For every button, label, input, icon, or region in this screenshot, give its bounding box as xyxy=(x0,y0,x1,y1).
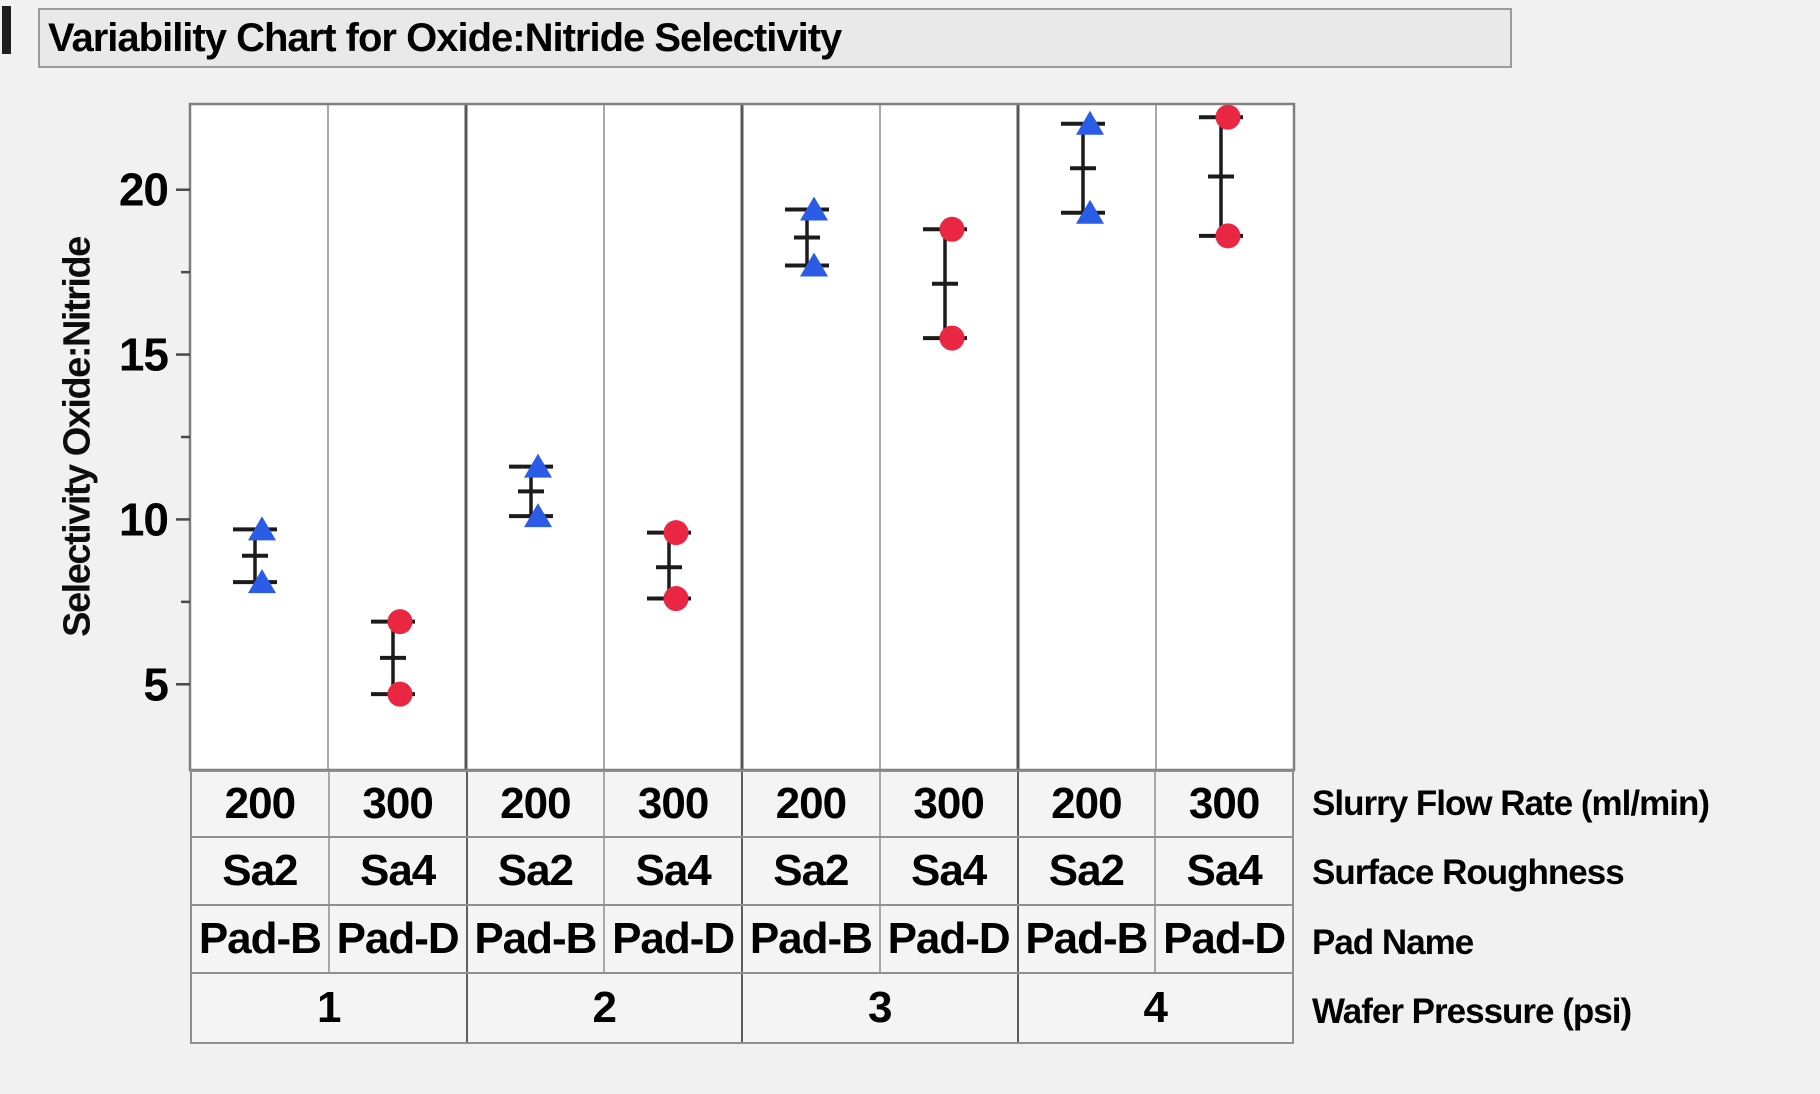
data-point-marker-triangle[interactable] xyxy=(248,516,276,541)
data-point-marker-circle[interactable] xyxy=(1215,104,1241,130)
data-point-marker-triangle[interactable] xyxy=(800,196,828,221)
factor-cell: Pad-D xyxy=(605,906,743,972)
factor-cell: Pad-B xyxy=(468,906,606,972)
data-point-marker-circle[interactable] xyxy=(663,520,689,546)
factor-table-row: Sa2 Sa4 Sa2 Sa4 Sa2 Sa4 Sa2 Sa4 xyxy=(192,838,1292,906)
y-tick-label: 15 xyxy=(119,329,169,381)
factor-cell: 200 xyxy=(192,772,330,836)
report-title-bar[interactable]: Variability Chart for Oxide:Nitride Sele… xyxy=(38,8,1512,68)
factor-cell: Pad-B xyxy=(743,906,881,972)
factor-cell: 300 xyxy=(330,772,468,836)
factor-row-label-wafer-pressure: Wafer Pressure (psi) xyxy=(1312,992,1632,1031)
data-point-marker-circle[interactable] xyxy=(387,681,413,707)
factor-cell: Sa4 xyxy=(1186,846,1262,895)
factor-cell: 300 xyxy=(881,772,1019,836)
factor-row-label-slurry-flow-rate: Slurry Flow Rate (ml/min) xyxy=(1312,784,1710,823)
factor-cell: 300 xyxy=(605,772,743,836)
factor-cell: Sa2 xyxy=(192,838,330,904)
factor-cell: 200 xyxy=(468,772,606,836)
factor-cell: 4 xyxy=(1143,983,1168,1032)
factor-cell: 1 xyxy=(192,974,468,1042)
factor-cell: Pad-D xyxy=(1163,914,1286,963)
left-edge-artifact xyxy=(2,6,11,54)
data-point-marker-triangle[interactable] xyxy=(524,453,552,478)
y-tick-label: 20 xyxy=(119,164,168,216)
data-point-marker-circle[interactable] xyxy=(387,609,413,635)
factor-cell: Pad-D xyxy=(330,906,468,972)
data-point-marker-triangle[interactable] xyxy=(1076,110,1104,135)
data-point-marker-triangle[interactable] xyxy=(800,252,828,277)
factor-cell: Sa2 xyxy=(1019,838,1157,904)
data-point-marker-circle[interactable] xyxy=(1215,223,1241,249)
factor-cell: 200 xyxy=(1019,772,1157,836)
factor-cell: Pad-B xyxy=(192,906,330,972)
data-point-marker-triangle[interactable] xyxy=(248,569,276,594)
y-tick-label: 10 xyxy=(119,493,168,545)
factor-table: 200 300 200 300 200 300 200 300 Sa2 Sa4 Sa2 Sa4 Sa2 S… xyxy=(190,770,1294,1044)
factor-row-label-surface-roughness: Surface Roughness xyxy=(1312,853,1625,892)
data-point-marker-circle[interactable] xyxy=(939,325,965,351)
data-point-marker-circle[interactable] xyxy=(663,586,689,612)
factor-cell: 3 xyxy=(743,974,1019,1042)
factor-cell: Sa2 xyxy=(468,838,606,904)
factor-cell: Sa4 xyxy=(330,838,468,904)
factor-cell: 300 xyxy=(1188,779,1260,828)
data-point-marker-triangle[interactable] xyxy=(1076,199,1104,224)
factor-cell: 2 xyxy=(468,974,743,1042)
factor-cell: Sa4 xyxy=(605,838,743,904)
factor-cell: Sa2 xyxy=(743,838,881,904)
factor-cell: Sa4 xyxy=(881,838,1019,904)
factor-row-label-pad-name: Pad Name xyxy=(1312,923,1474,962)
y-tick-label: 5 xyxy=(143,658,168,710)
data-point-marker-circle[interactable] xyxy=(939,216,965,242)
factor-cell: Pad-B xyxy=(1019,906,1157,972)
factor-cell: 200 xyxy=(743,772,881,836)
factor-cell: Pad-D xyxy=(881,906,1019,972)
report-title: Variability Chart for Oxide:Nitride Sele… xyxy=(48,15,842,60)
factor-table-row: Pad-B Pad-D Pad-B Pad-D Pad-B Pad-D Pad-B Pad-D xyxy=(192,906,1292,974)
factor-table-row: 200 300 200 300 200 300 200 300 xyxy=(192,772,1292,838)
data-point-marker-triangle[interactable] xyxy=(524,503,552,528)
